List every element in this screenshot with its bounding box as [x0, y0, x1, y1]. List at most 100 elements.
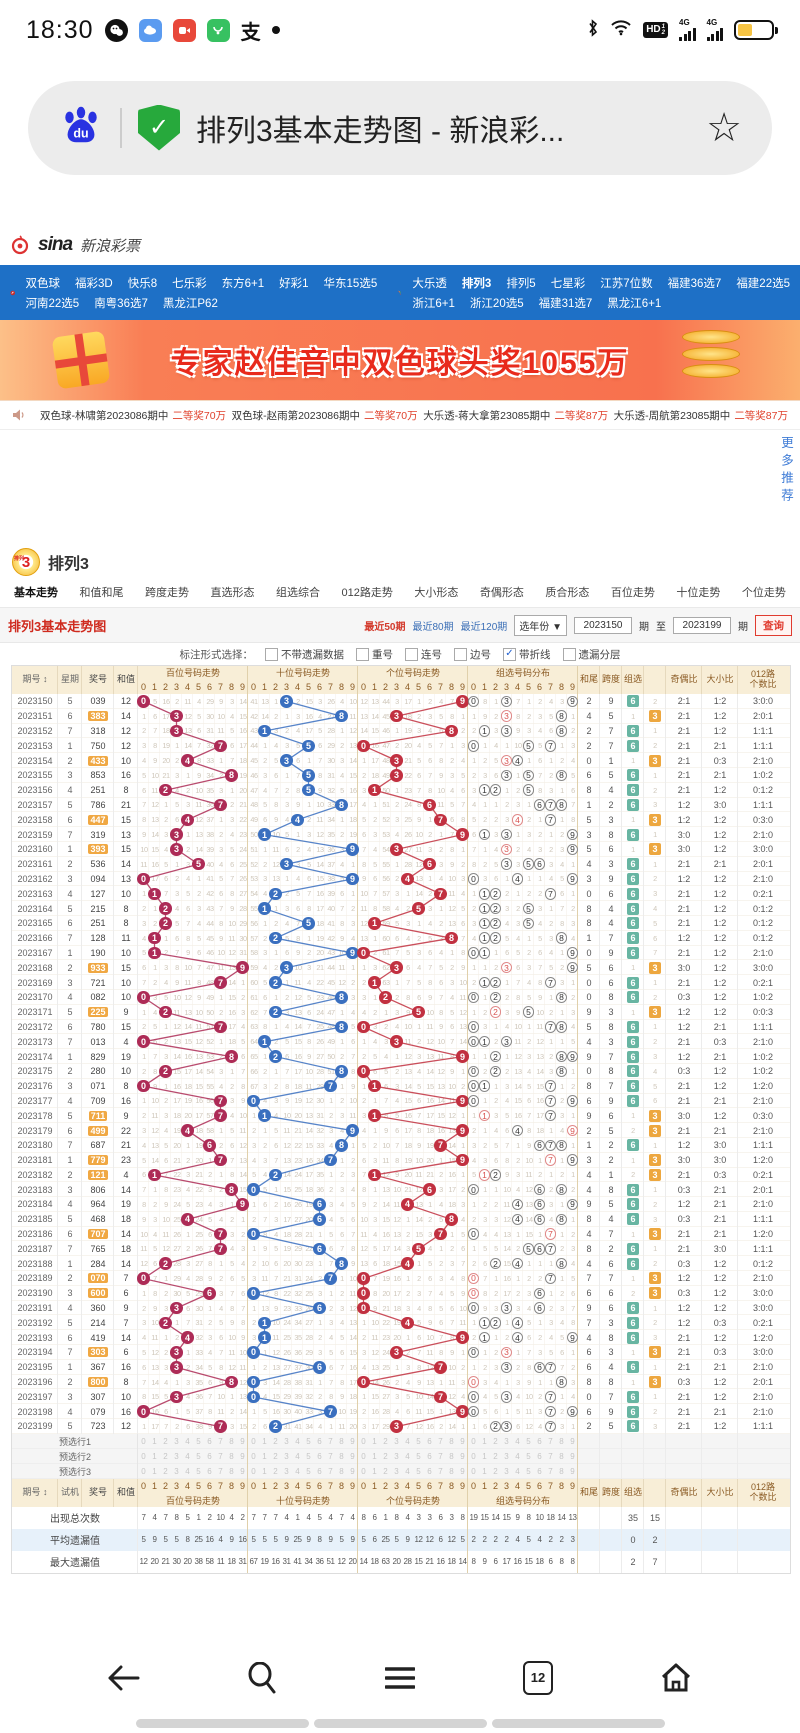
- brand-name-cn[interactable]: 新浪彩票: [80, 237, 141, 255]
- tab-奇偶形态[interactable]: 奇偶形态: [479, 587, 524, 599]
- zone-cell: 10: [523, 1389, 534, 1404]
- nav-link-快乐8[interactable]: 快乐8: [127, 277, 158, 290]
- zone-cell: 2: [534, 1271, 545, 1286]
- checkbox-icon[interactable]: [503, 647, 516, 661]
- zone-cell: 7: [270, 783, 281, 798]
- zone-cell: 23: [171, 1182, 182, 1197]
- bookmark-star-icon[interactable]: ☆: [706, 105, 742, 150]
- nav-link-排列5[interactable]: 排列5: [506, 277, 536, 290]
- nav-link-大乐透[interactable]: 大乐透: [412, 277, 447, 290]
- zone-cell: 2: [159, 783, 172, 798]
- oddeven-cell: 1:2: [666, 1271, 702, 1286]
- range-link-最近120期[interactable]: 最近120期: [460, 621, 508, 633]
- checkbox-icon[interactable]: [454, 647, 467, 661]
- nav-link-河南22选5[interactable]: 河南22选5: [25, 297, 80, 310]
- miss-count: 14: [425, 1067, 434, 1076]
- promo-banner[interactable]: 专家赵佳音中双色球头奖1055万: [0, 320, 800, 400]
- group6-cell: 1: [622, 1345, 644, 1360]
- miss-count: 3: [515, 919, 520, 928]
- miss-count: 30: [205, 712, 214, 721]
- tab-基本走势[interactable]: 基本走势: [14, 587, 58, 599]
- checkbox-icon[interactable]: [405, 647, 418, 661]
- nav-link-浙江20选5[interactable]: 浙江20选5: [469, 297, 524, 310]
- tab-012路走势[interactable]: 012路走势: [341, 587, 393, 599]
- zone-cell: 9: [259, 1241, 270, 1256]
- from-period-input[interactable]: [574, 616, 632, 634]
- more-recommend-link[interactable]: 更多推荐: [779, 436, 793, 506]
- zone-cell: 4: [325, 1330, 336, 1345]
- zone-cell: 10: [391, 1182, 402, 1197]
- address-bar[interactable]: du ✓ 排列3基本走势图 - 新浪彩... ☆: [28, 80, 772, 175]
- option-遗漏分层[interactable]: 遗漏分层: [562, 647, 621, 662]
- nav-link-黑龙江P62[interactable]: 黑龙江P62: [162, 297, 218, 310]
- miss-count: 10: [348, 1096, 357, 1106]
- to-period-input[interactable]: [673, 616, 731, 634]
- option-不带遗漏数据[interactable]: 不带遗漏数据: [265, 647, 344, 662]
- zone-cell: 42: [248, 709, 259, 724]
- zone-1: 0 1 12 26 36 29 3 5 6 15: [247, 1345, 358, 1360]
- tab-直选形态[interactable]: 直选形态: [210, 587, 255, 599]
- miss-count: 16: [304, 712, 313, 721]
- nav-link-福建22选5[interactable]: 福建22选5: [736, 277, 790, 290]
- miss-count: 11: [437, 800, 444, 810]
- nav-link-双色球[interactable]: 双色球: [25, 277, 61, 290]
- option-带折线[interactable]: 带折线: [503, 647, 551, 662]
- range-link-最近50期[interactable]: 最近50期: [364, 621, 406, 633]
- group-hit-circle: 2: [489, 932, 502, 944]
- nav-link-福建36选7[interactable]: 福建36选7: [667, 277, 722, 290]
- query-button[interactable]: 查询: [755, 614, 792, 636]
- nav-link-好彩1[interactable]: 好彩1: [279, 277, 309, 290]
- nav-link-浙江6+1[interactable]: 浙江6+1: [412, 297, 455, 310]
- range-link-最近80期[interactable]: 最近80期: [412, 621, 454, 633]
- miss-count: 1: [471, 963, 476, 972]
- tab-百位走势[interactable]: 百位走势: [610, 587, 655, 599]
- zone-cell: 1: [368, 975, 381, 990]
- nav-link-南粤36选7[interactable]: 南粤36选7: [94, 297, 148, 310]
- miss-count: 50: [326, 1052, 335, 1061]
- ticker-item[interactable]: 双色球-林啸第2023086期中 二等奖70万: [40, 408, 226, 423]
- option-边号[interactable]: 边号: [454, 647, 491, 662]
- year-select[interactable]: 选年份 ▼: [514, 614, 567, 636]
- miss-count: 31: [326, 771, 335, 780]
- miss-count: 14: [194, 845, 203, 854]
- zone-cell: 3: [501, 812, 512, 827]
- checkbox-icon[interactable]: [562, 647, 576, 661]
- nav-link-福建31选7[interactable]: 福建31选7: [538, 297, 593, 310]
- period-cell: 2023185: [12, 1212, 58, 1227]
- nav-link-排列3[interactable]: 排列3: [461, 277, 492, 290]
- zone-2: 8 1 13 10 21 12 6 3 17 2: [358, 1182, 468, 1198]
- tab-组选综合[interactable]: 组选综合: [276, 587, 320, 599]
- miss-count: 2: [163, 1037, 168, 1046]
- zone-cell: 1: [468, 1108, 479, 1123]
- tab-跨度走势[interactable]: 跨度走势: [145, 587, 189, 599]
- tab-和值和尾[interactable]: 和值和尾: [79, 587, 124, 599]
- period-header[interactable]: 期号 ↕: [12, 666, 58, 694]
- nav-link-七乐彩[interactable]: 七乐彩: [172, 277, 207, 290]
- nav-link-黑龙江6+1[interactable]: 黑龙江6+1: [607, 297, 662, 310]
- zone-cell: 49: [204, 990, 215, 1005]
- page-title[interactable]: 排列3基本走势图 - 新浪彩...: [196, 114, 565, 148]
- miss-count: 9: [449, 1348, 454, 1357]
- ticker-item[interactable]: 大乐透-周航第23085期中 二等奖87万: [614, 408, 788, 423]
- checkbox-icon[interactable]: [356, 647, 369, 661]
- nav-link-福彩3D[interactable]: 福彩3D: [75, 277, 113, 290]
- option-重号[interactable]: 重号: [356, 647, 393, 662]
- tab-质合形态[interactable]: 质合形态: [545, 587, 590, 599]
- zone-cell: 0: [247, 1389, 260, 1404]
- nav-link-华东15选5[interactable]: 华东15选5: [323, 277, 378, 290]
- sum-cell: 10: [114, 1389, 138, 1404]
- tab-个位走势[interactable]: 个位走势: [741, 587, 786, 599]
- tab-大小形态[interactable]: 大小形态: [414, 587, 459, 599]
- nav-link-东方6+1[interactable]: 东方6+1: [221, 277, 265, 290]
- miss-count: 6: [152, 1259, 157, 1268]
- checkbox-icon[interactable]: [265, 647, 278, 661]
- ticker-item[interactable]: 双色球-赵雨第2023086期中 二等奖70万: [232, 408, 418, 423]
- miss-count: 1: [163, 934, 168, 943]
- brand-name[interactable]: sina: [38, 234, 73, 255]
- option-连号[interactable]: 连号: [405, 647, 442, 662]
- ticker-item[interactable]: 大乐透-蒋大拿第23085期中 二等奖87万: [423, 408, 608, 423]
- nav-link-七星彩[interactable]: 七星彩: [550, 277, 586, 290]
- miss-count: 2: [295, 697, 300, 706]
- tab-十位走势[interactable]: 十位走势: [676, 587, 721, 599]
- nav-link-江苏7位数[interactable]: 江苏7位数: [600, 277, 653, 290]
